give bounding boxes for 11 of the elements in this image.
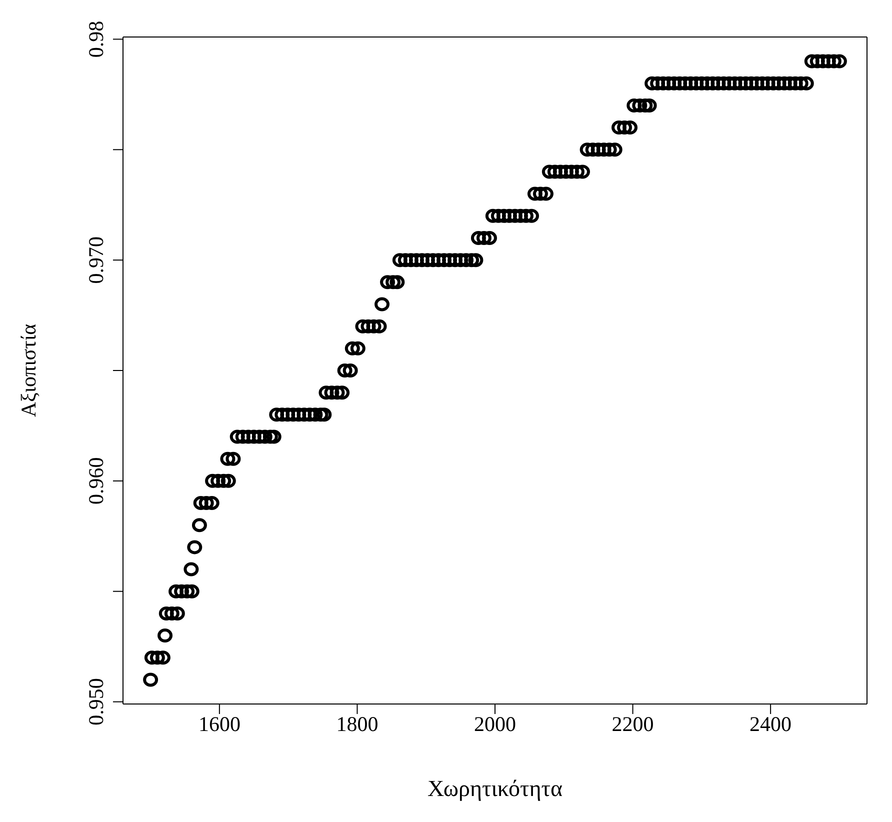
y-tick-label: 0.98 <box>84 20 108 58</box>
y-axis-title: Αξιοπιστία <box>16 324 40 418</box>
x-tick-label: 2200 <box>612 712 654 736</box>
y-tick-label: 0.960 <box>84 457 108 505</box>
x-tick-label: 1600 <box>198 712 240 736</box>
x-tick-label: 1800 <box>336 712 378 736</box>
x-tick-label: 2400 <box>750 712 792 736</box>
x-tick-label: 2000 <box>474 712 516 736</box>
x-axis-title: Χωρητικότητα <box>427 776 563 801</box>
y-tick-label: 0.950 <box>84 678 108 726</box>
y-tick-label: 0.970 <box>84 236 108 284</box>
